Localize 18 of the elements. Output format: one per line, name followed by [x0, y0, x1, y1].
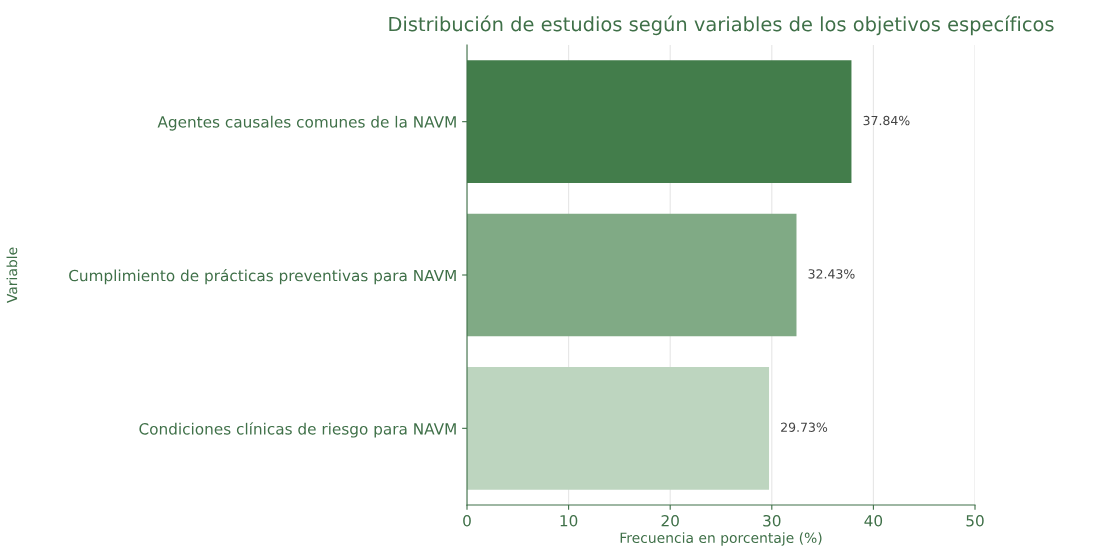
x-tick-label: 10	[560, 514, 578, 527]
data-label: 32.43%	[808, 269, 855, 279]
bar	[467, 213, 797, 337]
y-tick-label: Agentes causales comunes de la NAVM	[157, 115, 456, 131]
x-tick-label: 30	[763, 514, 781, 527]
bar	[467, 60, 852, 183]
x-tick-label: 40	[864, 514, 883, 527]
x-tick-label: 0	[463, 514, 471, 527]
x-axis-title: Frecuencia en porcentaje (%)	[620, 532, 822, 546]
data-label: 37.84%	[863, 115, 910, 126]
x-tick-label: 50	[966, 514, 984, 527]
x-tick-label: 20	[661, 514, 679, 527]
y-axis-title: Variable	[6, 247, 18, 304]
data-label: 29.73%	[781, 422, 828, 432]
chart-title: Distribución de estudios según variables de los objetivos específicos	[389, 15, 1054, 36]
bar	[467, 367, 770, 490]
y-tick-label: Condiciones clínicas de riesgo para NAVM	[139, 422, 456, 438]
y-tick-label: Cumplimiento de prácticas preventivas para NAVM	[69, 268, 456, 285]
